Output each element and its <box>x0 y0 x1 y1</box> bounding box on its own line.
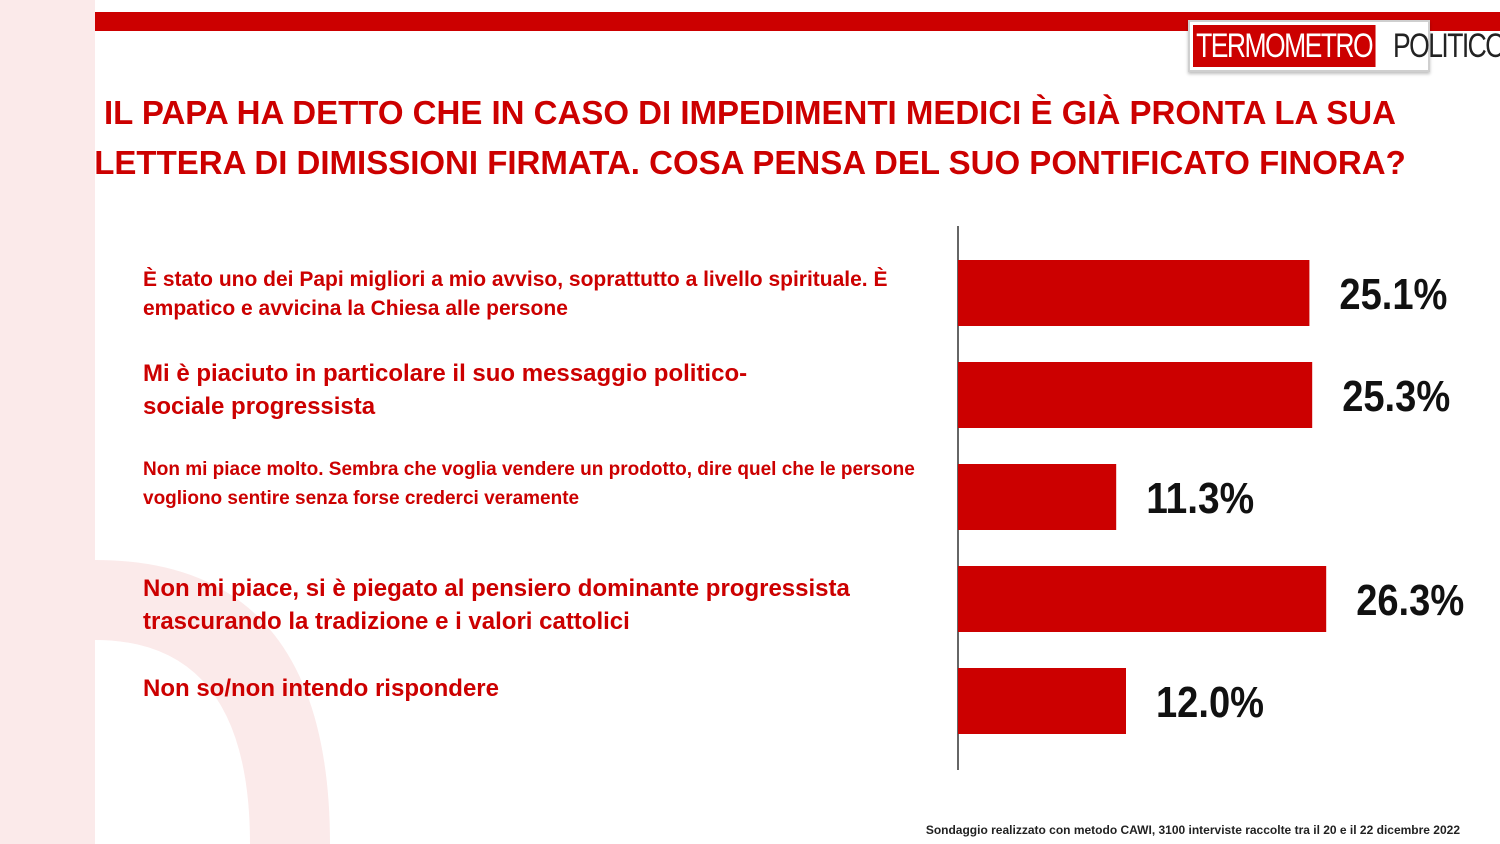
category-label: Non mi piace molto. Sembra che voglia ve… <box>143 459 915 509</box>
category-label: È stato uno dei Papi migliori a mio avvi… <box>143 268 888 320</box>
category-label: Mi è piaciuto in particolare il suo mess… <box>143 360 748 420</box>
chart-title: IL PAPA HA DETTO CHE IN CASO DI IMPEDIME… <box>94 94 1406 181</box>
data-label: 12.0% <box>1156 678 1264 727</box>
logo-part-politico: POLITICO <box>1392 27 1500 65</box>
bar <box>958 260 1310 326</box>
data-label: 25.3% <box>1342 372 1450 421</box>
footnote: Sondaggio realizzato con metodo CAWI, 31… <box>925 823 1460 837</box>
data-label: 11.3% <box>1146 474 1254 523</box>
bar <box>958 464 1117 530</box>
bar <box>958 566 1327 632</box>
logo-part-termometro: TERMOMETRO <box>1193 25 1376 67</box>
termometro-politico-logo: TERMOMETRO POLITICO <box>1188 20 1500 72</box>
data-label: 25.1% <box>1339 270 1447 319</box>
bar <box>958 668 1126 734</box>
bar <box>958 362 1313 428</box>
top-accent-bar <box>0 12 1500 31</box>
data-label: 26.3% <box>1356 576 1464 625</box>
category-label: Non mi piace, si è piegato al pensiero d… <box>143 575 850 635</box>
category-label: Non so/non intendo rispondere <box>143 675 499 702</box>
